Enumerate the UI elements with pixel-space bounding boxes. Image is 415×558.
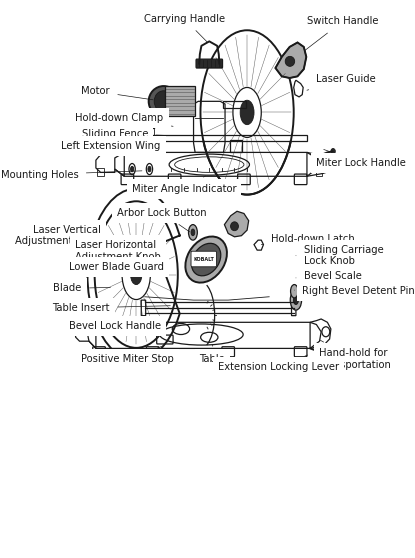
Text: Hold-down Latch: Hold-down Latch [261, 234, 354, 244]
Polygon shape [225, 211, 249, 237]
Text: Switch Handle: Switch Handle [305, 16, 378, 51]
Circle shape [127, 251, 133, 262]
Ellipse shape [186, 237, 227, 282]
Ellipse shape [154, 91, 173, 112]
Circle shape [293, 296, 298, 305]
Circle shape [240, 100, 254, 124]
Text: Hold-down Clamp: Hold-down Clamp [76, 113, 173, 126]
Text: Table Insert: Table Insert [53, 303, 170, 313]
Text: Miter Lock Handle: Miter Lock Handle [316, 150, 406, 168]
Circle shape [148, 166, 151, 172]
Text: Miter Angle Indicator: Miter Angle Indicator [132, 176, 237, 194]
Text: Table: Table [200, 344, 225, 364]
Circle shape [191, 229, 195, 235]
Ellipse shape [95, 326, 100, 332]
Text: KOBALT: KOBALT [193, 257, 214, 262]
Ellipse shape [331, 148, 335, 154]
Circle shape [146, 163, 153, 175]
Text: Left Extension Wing: Left Extension Wing [61, 141, 161, 151]
Ellipse shape [191, 243, 221, 276]
FancyBboxPatch shape [196, 59, 222, 68]
Text: Bevel Lock Handle: Bevel Lock Handle [69, 321, 161, 331]
Polygon shape [276, 42, 306, 78]
Polygon shape [165, 86, 195, 116]
Text: Right Bevel Detent Pin: Right Bevel Detent Pin [294, 286, 415, 296]
Text: Blade: Blade [54, 283, 110, 294]
Circle shape [290, 285, 298, 298]
Text: Mounting Holes: Mounting Holes [1, 170, 142, 180]
Text: Sliding Carriage
Lock Knob: Sliding Carriage Lock Knob [296, 245, 383, 267]
Text: Arbor Lock Button: Arbor Lock Button [117, 208, 207, 232]
Text: Carrying Handle: Carrying Handle [144, 13, 225, 42]
Circle shape [129, 163, 135, 175]
Circle shape [290, 290, 302, 310]
Ellipse shape [285, 56, 295, 66]
Text: Motor: Motor [81, 86, 153, 100]
Text: Laser Horizontal
Adjustment Knob: Laser Horizontal Adjustment Knob [76, 240, 161, 262]
FancyBboxPatch shape [191, 251, 217, 267]
Ellipse shape [149, 86, 178, 117]
Text: Laser Vertical
Adjustment Knob: Laser Vertical Adjustment Knob [15, 225, 136, 247]
Ellipse shape [231, 222, 239, 230]
Text: Positive Miter Stop: Positive Miter Stop [81, 345, 174, 364]
Text: Laser Guide: Laser Guide [307, 74, 376, 90]
Text: Bevel Scale: Bevel Scale [296, 271, 361, 281]
Circle shape [188, 224, 197, 240]
Text: Hand-hold for
Transportation: Hand-hold for Transportation [319, 340, 391, 370]
Circle shape [136, 240, 144, 253]
Text: Sliding Fence: Sliding Fence [82, 128, 172, 138]
Text: Lower Blade Guard: Lower Blade Guard [69, 262, 164, 272]
Circle shape [131, 166, 134, 172]
Text: Extension Locking Lever: Extension Locking Lever [218, 355, 339, 372]
Circle shape [131, 264, 142, 285]
